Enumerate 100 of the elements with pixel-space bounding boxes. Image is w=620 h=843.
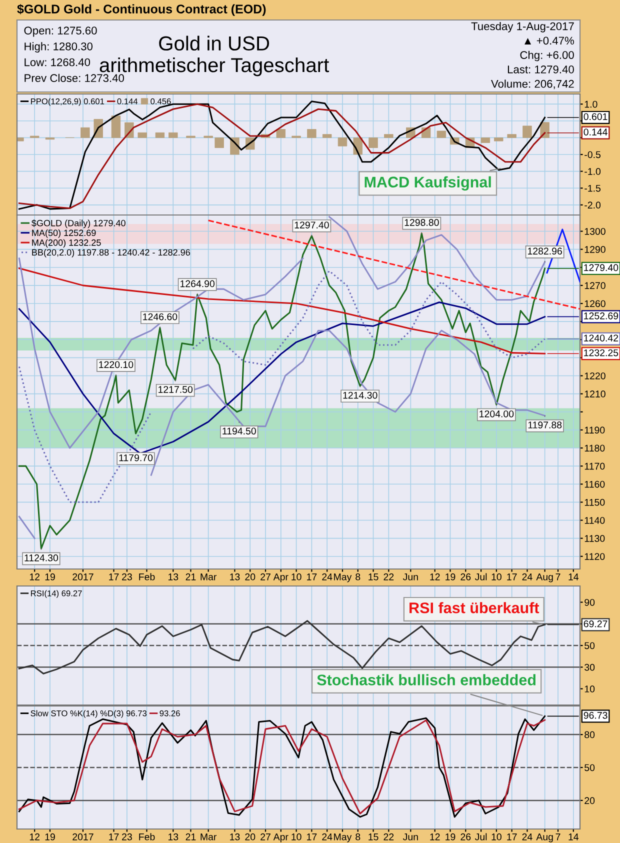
y-tick-label: 1220 bbox=[584, 372, 606, 380]
x-tick-label: 8 bbox=[356, 573, 360, 580]
annotation: 1214.30 bbox=[343, 392, 378, 399]
data-label: 1232.25 bbox=[584, 349, 618, 356]
x-tick-label: 15 bbox=[368, 574, 378, 580]
x-tick-label: 8 bbox=[356, 833, 360, 840]
x-tick-label: Aug bbox=[536, 834, 553, 842]
y-tick-label: 1170 bbox=[584, 462, 605, 470]
y-tick-label: 1270 bbox=[584, 282, 606, 290]
text: Chg: +6.00 bbox=[520, 50, 574, 62]
y-tick-label: 10 bbox=[584, 686, 595, 692]
x-tick-label: 7 bbox=[556, 834, 560, 840]
legend-label: MA(50) 1252.69 bbox=[32, 229, 96, 238]
data-label: 69.27 bbox=[584, 620, 608, 628]
x-tick-label: 15 bbox=[368, 834, 378, 840]
x-tick-label: 22 bbox=[384, 833, 394, 840]
data-label: 1279.40 bbox=[584, 264, 618, 272]
x-tick-label: 19 bbox=[446, 573, 456, 580]
text: Low: 1268.40 bbox=[24, 58, 90, 66]
x-tick-label: 2017 bbox=[72, 833, 94, 840]
x-tick-label: 23 bbox=[122, 833, 132, 840]
x-tick-label: Feb bbox=[139, 573, 155, 580]
y-tick-label: 90 bbox=[584, 598, 595, 606]
text: Prev Close: 1273.40 bbox=[24, 74, 124, 82]
y-tick-label: 80 bbox=[584, 731, 595, 738]
data-label: 1240.42 bbox=[584, 334, 618, 342]
y-tick-label: -2.0 bbox=[584, 202, 601, 209]
x-tick-label: 26 bbox=[460, 573, 471, 580]
x-tick-label: Apr bbox=[273, 834, 288, 842]
x-tick-label: 14 bbox=[568, 574, 579, 580]
data-label: 0.601 bbox=[584, 113, 608, 120]
y-tick-label: 50 bbox=[584, 764, 595, 772]
x-tick-label: 19 bbox=[446, 833, 456, 840]
x-tick-label: 21 bbox=[186, 573, 196, 580]
x-tick-label: 12 bbox=[430, 833, 440, 840]
text: Tuesday 1-Aug-2017 bbox=[471, 22, 574, 32]
x-tick-label: Apr bbox=[273, 574, 288, 582]
y-tick-label: 50 bbox=[584, 642, 595, 650]
annotation: Stochastik bullisch embedded bbox=[317, 674, 536, 686]
annotation: 1282.96 bbox=[528, 248, 562, 255]
y-tick-label: 1290 bbox=[584, 246, 606, 253]
legend-label: $GOLD (Daily) 1279.40 bbox=[32, 220, 126, 228]
x-tick-label: 27 bbox=[260, 573, 270, 580]
text: Volume: 206,742 bbox=[491, 80, 574, 90]
x-tick-label: 17 bbox=[307, 834, 317, 840]
x-tick-label: 17 bbox=[507, 834, 517, 840]
y-tick-label: 20 bbox=[584, 797, 595, 804]
x-tick-label: 17 bbox=[507, 574, 517, 580]
x-tick-label: 24 bbox=[322, 573, 332, 580]
y-tick-label: 1.0 bbox=[584, 100, 598, 108]
x-tick-label: Jun bbox=[402, 574, 418, 580]
legend-label: Slow STO %K(14) %D(3) 96.73 bbox=[30, 710, 147, 718]
y-tick-label: -0.5 bbox=[584, 151, 601, 158]
annotation: 1194.50 bbox=[222, 428, 256, 434]
x-tick-label: 13 bbox=[168, 833, 178, 840]
x-tick-label: 17 bbox=[109, 574, 119, 580]
y-tick-label: -1.0 bbox=[584, 168, 601, 175]
legend-label: PPO(12,26,9) 0.601 bbox=[31, 98, 104, 106]
x-tick-label: Jul bbox=[474, 833, 487, 840]
annotation: 1124.30 bbox=[24, 554, 58, 562]
x-tick-label: May bbox=[334, 574, 352, 582]
x-tick-label: 13 bbox=[168, 573, 178, 580]
x-tick-label: 13 bbox=[230, 833, 240, 840]
x-tick-label: 17 bbox=[109, 834, 119, 840]
annotation: RSI fast überkauft bbox=[410, 602, 540, 614]
legend-label: MA(200) 1232.25 bbox=[32, 239, 101, 248]
x-tick-label: 12 bbox=[30, 833, 40, 840]
y-tick-label: 1210 bbox=[584, 390, 606, 398]
legend-label: RSI(14) 69.27 bbox=[31, 590, 82, 598]
data-label: 1252.69 bbox=[584, 312, 618, 320]
annotation: 1204.00 bbox=[480, 410, 514, 418]
x-tick-label: 13 bbox=[230, 573, 240, 580]
text: $GOLD Gold - Continuous Contract (EOD) bbox=[17, 4, 266, 16]
data-label: 0.144 bbox=[584, 128, 608, 136]
annotation: 1217.50 bbox=[158, 386, 193, 393]
x-tick-label: 10 bbox=[492, 573, 502, 580]
x-tick-label: Mar bbox=[200, 574, 217, 580]
y-tick-label: 1150 bbox=[584, 498, 605, 506]
annotation: MACD Kaufsignal bbox=[364, 176, 491, 191]
annotation: 1246.60 bbox=[143, 313, 178, 320]
y-tick-label: 1160 bbox=[584, 480, 605, 488]
x-tick-label: Mar bbox=[200, 834, 217, 840]
x-tick-label: 10 bbox=[492, 833, 502, 840]
x-tick-label: 22 bbox=[384, 573, 394, 580]
x-tick-label: 23 bbox=[122, 573, 132, 580]
x-tick-label: 24 bbox=[522, 833, 532, 840]
legend-label: BB(20,2.0) 1197.88 - 1240.42 - 1282.96 bbox=[32, 248, 190, 258]
x-tick-label: Feb bbox=[139, 833, 155, 840]
x-tick-label: 2017 bbox=[72, 573, 94, 580]
x-tick-label: 19 bbox=[45, 833, 55, 840]
data-label: 96.73 bbox=[584, 712, 608, 719]
x-tick-label: 24 bbox=[322, 833, 332, 840]
x-tick-label: 10 bbox=[292, 573, 302, 580]
annotation: 1197.88 bbox=[528, 422, 562, 428]
x-tick-label: 10 bbox=[292, 833, 302, 840]
x-tick-label: 19 bbox=[45, 573, 55, 580]
annotation: 1264.90 bbox=[180, 280, 215, 288]
legend-label: 0.456 bbox=[150, 98, 171, 104]
x-tick-label: 14 bbox=[568, 834, 579, 840]
y-tick-label: 1130 bbox=[584, 535, 605, 542]
